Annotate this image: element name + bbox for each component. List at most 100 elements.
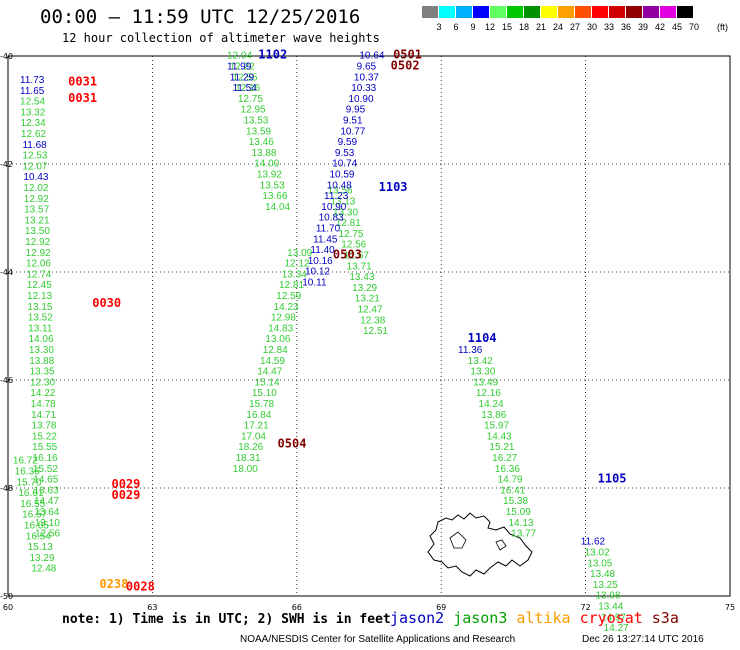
wave-height-value: 10.11 [302, 278, 327, 289]
wave-height-value: 14.22 [30, 388, 55, 399]
wave-height-value: 16.36 [15, 467, 40, 478]
wave-height-value: 12.92 [26, 248, 51, 259]
wave-height-value: 15.09 [506, 507, 531, 518]
wave-height-value: 9.95 [346, 105, 366, 116]
wave-height-value: 13.88 [251, 148, 276, 159]
island-lake [449, 531, 467, 549]
wave-height-value: 12.98 [271, 313, 296, 324]
wave-height-value: 10.16 [308, 256, 333, 267]
wave-height-value: 14.43 [487, 431, 512, 442]
wave-height-value: 13.21 [355, 294, 380, 305]
wave-height-value: 10.90 [321, 202, 346, 213]
wave-height-value: 15.22 [32, 431, 57, 442]
pass-label: 0238 [99, 577, 128, 591]
pass-label: 0504 [278, 437, 307, 451]
tick-labels: -40 -42 -44 -46 -48 -50 60 63 66 69 72 75 [0, 52, 735, 612]
wave-height-value: 13.34 [282, 269, 307, 280]
kerguelen-island-outline [427, 512, 533, 577]
legend-swatch [608, 5, 625, 19]
wave-height-value: 14.06 [29, 334, 54, 345]
wave-height-value: 12.34 [21, 118, 46, 129]
wave-height-value: 17.21 [244, 421, 269, 432]
wave-height-value: 13.71 [347, 261, 372, 272]
satellite-key-jason3: jason3 [453, 609, 508, 627]
wave-height-value: 16.27 [492, 453, 517, 464]
wave-height-value: 14.65 [33, 475, 58, 486]
wave-height-value: 15.14 [255, 377, 280, 388]
legend-label: 39 [637, 22, 649, 32]
wave-height-value: 14.47 [257, 367, 282, 378]
wave-height-value: 11.99 [227, 62, 252, 73]
wave-height-value: 13.92 [257, 170, 282, 181]
wave-height-value: 13.21 [25, 215, 50, 226]
wave-height-value: 14.79 [498, 475, 523, 486]
wave-height-value: 13.25 [593, 580, 618, 591]
wave-height-value: 12.67 [344, 251, 369, 262]
wave-height-value: 10.43 [23, 172, 48, 183]
wave-height-value: 16.36 [495, 464, 520, 475]
legend-label: 9 [470, 22, 476, 32]
wave-height-value: 15.10 [252, 388, 277, 399]
x-tick-label: 66 [292, 603, 302, 612]
x-tick-label: 60 [3, 603, 13, 612]
legend-label: 15 [501, 22, 513, 32]
wave-height-value: 13.88 [29, 356, 54, 367]
legend-swatch [489, 5, 506, 19]
wave-height-value: 9.65 [357, 62, 377, 73]
wave-height-value: 12.30 [30, 377, 55, 388]
legend-swatch [625, 5, 642, 19]
wave-height-value: 11.54 [232, 83, 257, 94]
wave-height-value: 15.21 [489, 442, 514, 453]
wave-height-value: 16.61 [18, 488, 43, 499]
x-tick-label: 72 [581, 603, 591, 612]
chart-subtitle: 12 hour collection of altimeter wave hei… [62, 31, 380, 45]
timestamp-text: Dec 26 13:27:14 UTC 2016 [582, 634, 704, 645]
wave-height-value: 11.45 [313, 234, 338, 245]
wave-height-value: 13.53 [243, 116, 268, 127]
legend-label: 33 [603, 22, 615, 32]
legend-swatch [455, 5, 472, 19]
wave-height-value: 10.59 [329, 170, 354, 181]
wave-height-value: 12.22 [230, 62, 255, 73]
wave-height-value: 18.00 [233, 464, 258, 475]
wave-height-value: 15.52 [33, 464, 58, 475]
pass-label: 0029 [111, 488, 140, 502]
wave-height-value: 13.77 [511, 529, 536, 540]
x-tick-label: 69 [436, 603, 446, 612]
wave-height-value: 13.59 [246, 126, 271, 137]
wave-height-value: 13.78 [31, 421, 56, 432]
wave-height-value: 12.16 [235, 83, 260, 94]
wave-height-value: 11.65 [20, 86, 45, 97]
wave-height-value: 10.83 [319, 213, 344, 224]
wave-height-value: 9.51 [343, 116, 363, 127]
wave-height-value: 13.13 [330, 197, 355, 208]
wave-height-value: 13.63 [34, 485, 59, 496]
wave-height-value: 11.36 [458, 345, 483, 356]
wave-height-value: 13.35 [30, 367, 55, 378]
wave-height-value: 13.66 [262, 191, 287, 202]
wave-height-value: 13.30 [470, 367, 495, 378]
wave-height-value: 12.02 [23, 183, 48, 194]
wave-height-value: 15.38 [503, 496, 528, 507]
legend-swatch [540, 5, 557, 19]
plot-axes [7, 55, 731, 597]
legend-swatch [557, 5, 574, 19]
wave-height-value: 14.27 [604, 623, 629, 634]
wave-height-value: 13.29 [29, 553, 54, 564]
satellite-key-s3a: s3a [651, 609, 679, 627]
wave-height-value: 15.78 [249, 399, 274, 410]
pass-label: 0501 [393, 48, 422, 62]
wave-height-value: 13.30 [333, 207, 358, 218]
y-tick-label: -44 [0, 268, 13, 277]
wave-height-value: 12.56 [341, 240, 366, 251]
wave-height-value: 12.07 [22, 161, 47, 172]
pass-label: 1105 [598, 472, 627, 486]
wave-height-value: 12.92 [24, 194, 49, 205]
pass-label: 1103 [379, 180, 408, 194]
pass-label: 0030 [92, 296, 121, 310]
legend-label: 21 [535, 22, 547, 32]
pass-label: 0028 [126, 580, 155, 594]
wave-height-value: 12.47 [358, 305, 383, 316]
